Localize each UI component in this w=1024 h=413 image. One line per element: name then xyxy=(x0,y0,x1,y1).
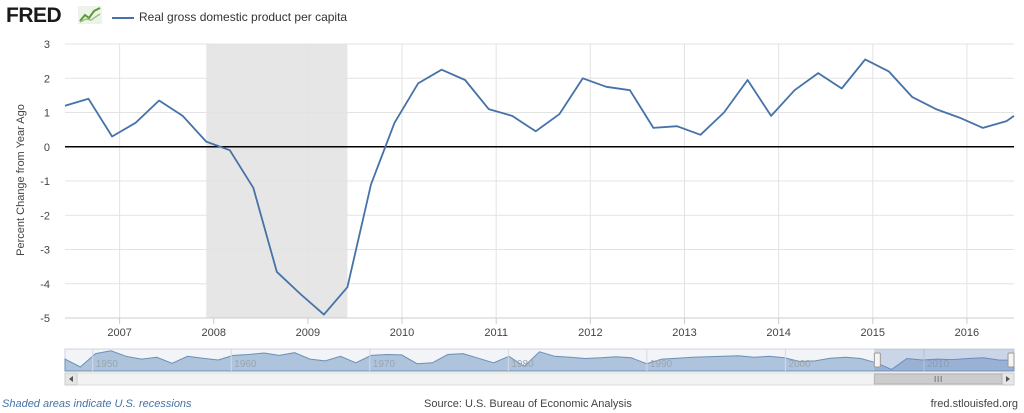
data-point[interactable] xyxy=(766,111,776,121)
navigator[interactable]: 1950 1960 1970 1980 1990 2000 2010 xyxy=(64,348,1015,372)
scrollbar-track[interactable] xyxy=(64,372,1015,386)
x-tick-label: 2014 xyxy=(766,327,790,339)
series-line[interactable] xyxy=(64,58,1015,316)
data-point[interactable] xyxy=(107,131,117,141)
data-point[interactable] xyxy=(460,75,470,85)
data-point[interactable] xyxy=(907,92,917,102)
y-tick-label: -4 xyxy=(40,279,50,291)
navigator-selection[interactable] xyxy=(874,349,1014,371)
chart-footer: Shaded areas indicate U.S. recessions So… xyxy=(0,397,1024,413)
data-point[interactable] xyxy=(248,183,258,193)
recession-note: Shaded areas indicate U.S. recessions xyxy=(2,398,192,410)
y-tick-label: 1 xyxy=(44,108,50,120)
y-tick-label: -1 xyxy=(40,176,50,188)
navigator-handle[interactable] xyxy=(873,352,881,368)
data-point[interactable] xyxy=(413,78,423,88)
data-point[interactable] xyxy=(931,104,941,114)
y-tick-label: 0 xyxy=(44,142,50,154)
y-tick-label: 2 xyxy=(44,73,50,85)
data-point[interactable] xyxy=(625,85,635,95)
source-credit: Source: U.S. Bureau of Economic Analysis xyxy=(424,398,632,410)
data-point[interactable] xyxy=(60,101,70,111)
y-tick-label: -2 xyxy=(40,210,50,222)
data-point[interactable] xyxy=(437,65,447,75)
x-tick-label: 2016 xyxy=(955,327,979,339)
x-tick-label: 2011 xyxy=(484,327,508,339)
data-point[interactable] xyxy=(225,145,235,155)
data-point[interactable] xyxy=(84,94,94,104)
x-tick-label: 2007 xyxy=(107,327,131,339)
data-point[interactable] xyxy=(672,121,682,131)
data-point[interactable] xyxy=(554,109,564,119)
data-point[interactable] xyxy=(484,104,494,114)
data-point[interactable] xyxy=(342,282,352,292)
navigator-tick-label: 1980 xyxy=(511,359,534,370)
data-point[interactable] xyxy=(178,111,188,121)
y-tick-label: -3 xyxy=(40,245,50,257)
data-point[interactable] xyxy=(531,126,541,136)
navigator-tick-label: 1960 xyxy=(234,359,257,370)
chevron-right-icon xyxy=(1006,376,1010,382)
x-tick-label: 2012 xyxy=(578,327,602,339)
navigator-tick-label: 1990 xyxy=(650,359,673,370)
navigator-scrollbar[interactable] xyxy=(64,372,1015,386)
navigator-handle[interactable] xyxy=(1007,352,1015,368)
legend-label: Real gross domestic product per capita xyxy=(139,10,348,24)
navigator-tick-label: 1970 xyxy=(373,359,396,370)
y-tick-label: 3 xyxy=(44,39,50,51)
fred-logo: FRED xyxy=(6,4,62,27)
data-point[interactable] xyxy=(366,179,376,189)
x-tick-label: 2013 xyxy=(672,327,696,339)
data-point[interactable] xyxy=(695,130,705,140)
trend-line-icon xyxy=(78,6,102,24)
data-point[interactable] xyxy=(390,118,400,128)
site-link[interactable]: fred.stlouisfed.org xyxy=(930,398,1018,410)
data-point[interactable] xyxy=(719,108,729,118)
data-point[interactable] xyxy=(837,84,847,94)
data-point[interactable] xyxy=(1009,111,1019,121)
data-point[interactable] xyxy=(507,111,517,121)
data-point[interactable] xyxy=(154,96,164,106)
x-tick-label: 2010 xyxy=(390,327,414,339)
data-point[interactable] xyxy=(743,75,753,85)
chart-svg[interactable]: 3 2 1 0 -1 -2 -3 -4 -5 2007 2008 2009 2010 2011 2012 2… xyxy=(0,0,1024,397)
chevron-left-icon xyxy=(69,376,73,382)
data-point[interactable] xyxy=(860,54,870,64)
data-point[interactable] xyxy=(648,123,658,133)
x-tick-label: 2009 xyxy=(296,327,320,339)
data-point[interactable] xyxy=(272,267,282,277)
data-point[interactable] xyxy=(601,82,611,92)
data-point[interactable] xyxy=(295,289,305,299)
x-tick-label: 2015 xyxy=(861,327,885,339)
data-point[interactable] xyxy=(813,68,823,78)
navigator-tick-label: 2000 xyxy=(788,359,811,370)
navigator-tick-label: 1950 xyxy=(96,359,119,370)
chart-header: FRED Real gross domestic product per cap… xyxy=(0,0,1024,34)
data-point[interactable] xyxy=(319,310,329,320)
data-point[interactable] xyxy=(954,113,964,123)
data-point[interactable] xyxy=(578,73,588,83)
data-point[interactable] xyxy=(978,123,988,133)
data-point[interactable] xyxy=(201,137,211,147)
y-axis-title: Percent Change from Year Ago xyxy=(15,104,27,256)
legend-swatch xyxy=(112,17,134,19)
data-point[interactable] xyxy=(790,85,800,95)
y-tick-label: -5 xyxy=(40,313,50,325)
data-point[interactable] xyxy=(884,66,894,76)
navigator-tick-label: 2010 xyxy=(927,359,950,370)
data-point[interactable] xyxy=(131,118,141,128)
x-tick-label: 2008 xyxy=(202,327,226,339)
